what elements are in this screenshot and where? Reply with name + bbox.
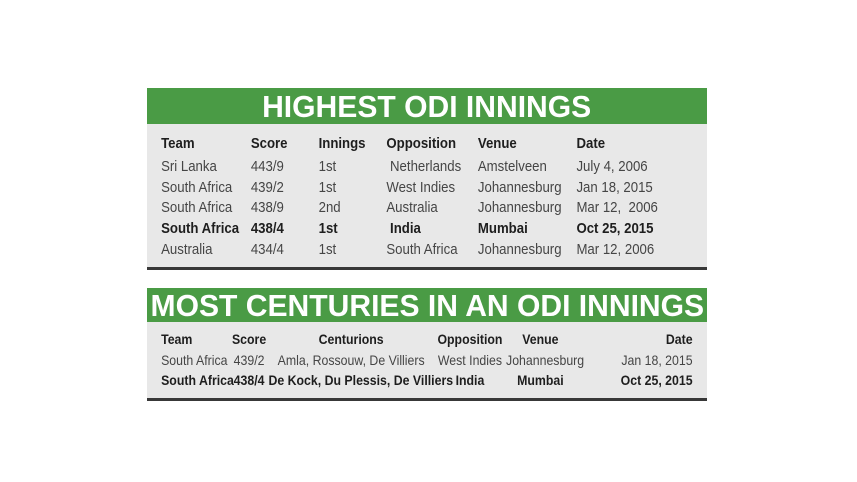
column-header-innings: Innings — [318, 135, 366, 152]
cell-date: July 4, 2006 — [576, 157, 648, 175]
most-centuries-table: Team Score Centurions Opposition Venue D… — [161, 328, 693, 390]
cell-innings: 2nd — [318, 199, 341, 217]
column-header-date: Date — [665, 331, 693, 347]
cell-venue: Johannesburg — [506, 352, 585, 368]
cell-team: South Africa — [161, 199, 233, 217]
header-row: Team Score Centurions Opposition Venue D… — [161, 328, 693, 350]
cell-opposition: Australia — [386, 199, 438, 217]
cell-date: Oct 25, 2015 — [576, 220, 654, 238]
column-header-venue: Venue — [477, 135, 517, 152]
most-centuries-body: Team Score Centurions Opposition Venue D… — [147, 322, 707, 401]
cell-innings: 1st — [318, 241, 337, 259]
cell-centurions: Amla, Rossouw, De Villiers — [277, 352, 425, 368]
cell-venue: Mumbai — [477, 220, 528, 238]
table-row: South Africa 438/9 2nd Australia Johanne… — [161, 198, 693, 219]
cell-score: 438/4 — [250, 220, 284, 238]
highest-odi-innings-title: HIGHEST ODI INNINGS — [262, 88, 592, 124]
cell-score: 438/9 — [250, 199, 284, 217]
cell-team: South Africa — [161, 220, 240, 238]
most-centuries-section: MOST CENTURIES IN AN ODI INNINGS Team Sc… — [147, 288, 707, 401]
cell-score: 438/4 — [233, 372, 265, 388]
column-header-team: Team — [161, 135, 195, 152]
column-header-opposition: Opposition — [437, 331, 503, 347]
cell-date: Oct 25, 2015 — [620, 372, 693, 388]
cell-centurions: De Kock, Du Plessis, De Villiers — [268, 372, 454, 388]
table-row: South Africa 439/2 1st West Indies Johan… — [161, 177, 693, 198]
column-header-venue: Venue — [522, 331, 559, 347]
cell-opposition: India — [386, 220, 421, 238]
cell-venue: Johannesburg — [477, 199, 562, 217]
cell-innings: 1st — [318, 220, 338, 238]
cell-opposition: South Africa — [386, 241, 458, 259]
cell-date: Mar 12, 2006 — [576, 241, 655, 259]
table-row-highlighted: South Africa 438/4 1st India Mumbai Oct … — [161, 218, 693, 239]
cell-opposition: Netherlands — [386, 157, 462, 175]
highest-odi-innings-table: Team Score Innings Opposition Venue Date… — [161, 131, 693, 260]
header-row: Team Score Innings Opposition Venue Date — [161, 131, 693, 156]
cell-venue: Johannesburg — [477, 178, 562, 196]
cell-score: 443/9 — [250, 157, 284, 175]
cell-team: Australia — [161, 241, 213, 259]
highest-odi-innings-section: HIGHEST ODI INNINGS Team Score Innings O… — [147, 88, 707, 270]
cell-score: 439/2 — [250, 178, 284, 196]
cell-team: Sri Lanka — [161, 157, 217, 175]
cell-score: 434/4 — [250, 241, 284, 259]
cell-opposition: West Indies — [386, 178, 456, 196]
most-centuries-banner: MOST CENTURIES IN AN ODI INNINGS — [147, 288, 707, 322]
cell-date: Mar 12, 2006 — [576, 199, 658, 217]
column-header-centurions: Centurions — [318, 331, 384, 347]
cell-date: Jan 18, 2015 — [576, 178, 653, 196]
table-row: South Africa 439/2 Amla, Rossouw, De Vil… — [161, 350, 693, 370]
table-row: Australia 434/4 1st South Africa Johanne… — [161, 239, 693, 260]
cell-venue: Johannesburg — [477, 241, 562, 259]
cell-opposition: India — [455, 372, 485, 388]
column-header-score: Score — [250, 135, 288, 152]
column-header-score: Score — [231, 331, 267, 347]
cell-innings: 1st — [318, 157, 337, 175]
cell-team: South Africa — [161, 372, 234, 388]
cell-innings: 1st — [318, 178, 337, 196]
cell-team: South Africa — [161, 352, 228, 368]
table-row-highlighted: South Africa 438/4 De Kock, Du Plessis, … — [161, 370, 693, 390]
cell-venue: Mumbai — [517, 372, 564, 388]
cell-score: 439/2 — [233, 352, 265, 368]
column-header-opposition: Opposition — [386, 135, 457, 152]
table-row: Sri Lanka 443/9 1st Netherlands Amstelve… — [161, 156, 693, 177]
column-header-team: Team — [161, 331, 193, 347]
cell-date: Jan 18, 2015 — [621, 352, 693, 368]
column-header-date: Date — [576, 135, 606, 152]
most-centuries-title: MOST CENTURIES IN AN ODI INNINGS — [150, 287, 704, 323]
highest-odi-innings-body: Team Score Innings Opposition Venue Date… — [147, 124, 707, 270]
cell-opposition: West Indies — [437, 352, 503, 368]
highest-odi-innings-banner: HIGHEST ODI INNINGS — [147, 88, 707, 124]
cell-team: South Africa — [161, 178, 233, 196]
cell-venue: Amstelveen — [477, 157, 547, 175]
